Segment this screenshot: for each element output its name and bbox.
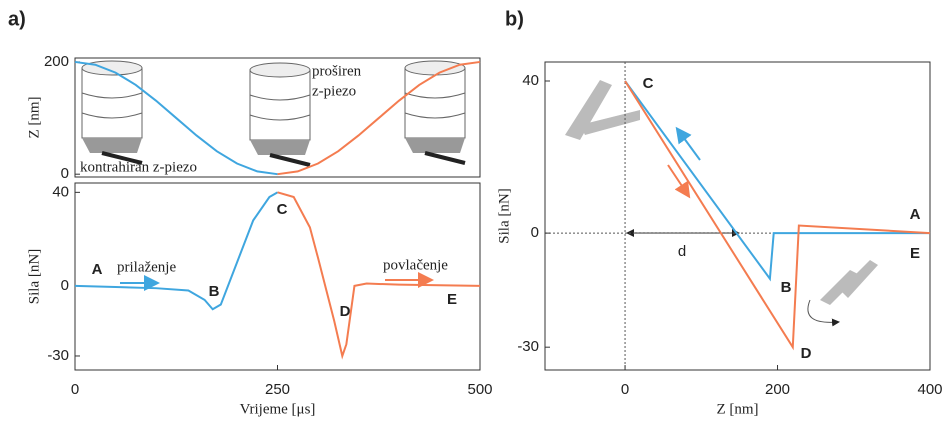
x-axis-label: Vrijeme [μs] (240, 401, 316, 417)
data-line (624, 80, 930, 282)
annotation: d (678, 243, 686, 260)
data-line (74, 60, 278, 176)
retract-arrow (667, 164, 691, 199)
annotation: E (910, 245, 920, 262)
cantilever-icon (820, 260, 878, 305)
piezo-icon (80, 59, 144, 165)
x-tick-label: 250 (265, 381, 290, 398)
x-tick-label: 500 (467, 381, 492, 398)
annotation: prilaženje (117, 259, 176, 275)
data-line (74, 191, 278, 311)
icons (80, 59, 878, 327)
y-tick-label: 40 (52, 183, 69, 200)
approach-arrow (675, 126, 701, 161)
annotation: z-piezo (312, 83, 356, 99)
annotation: A (910, 206, 921, 223)
cantilever-icon (565, 80, 640, 140)
piezo-icon (248, 61, 312, 167)
y-tick-label: 0 (61, 165, 69, 182)
annotation: B (781, 279, 792, 296)
panel-label: a) (8, 8, 26, 30)
annotation: D (340, 303, 351, 320)
y-tick-label: 0 (531, 224, 539, 241)
annotation: C (277, 201, 288, 218)
annotation: A (92, 261, 103, 278)
y-axis-label: Sila [nN] (496, 188, 512, 243)
panel-label: b) (505, 8, 524, 30)
y-tick-label: 200 (44, 53, 69, 70)
annotation: B (209, 283, 220, 300)
y-tick-label: 0 (61, 277, 69, 294)
plot-frame (544, 61, 931, 371)
annotation: C (643, 75, 654, 92)
rotation-arrow (807, 299, 840, 327)
y-axis-label: Sila [nN] (26, 249, 42, 304)
y-axis-label: Z [nm] (26, 96, 42, 138)
annotation: kontrahiran z-piezo (80, 159, 197, 175)
x-tick-label: 0 (71, 381, 79, 398)
data-line (277, 191, 481, 360)
x-axis-label: Z [nm] (716, 401, 758, 417)
annotation: proširen (312, 63, 362, 79)
annotation: E (447, 291, 457, 308)
data-line (624, 80, 931, 351)
annotation: D (801, 345, 812, 362)
x-tick-label: 200 (765, 381, 790, 398)
x-tick-label: 400 (917, 381, 942, 398)
data-line (277, 60, 481, 176)
y-tick-label: 40 (522, 72, 539, 89)
x-tick-label: 0 (621, 381, 629, 398)
y-tick-label: -30 (47, 347, 69, 364)
plot-frame (74, 57, 481, 178)
y-tick-label: -30 (517, 338, 539, 355)
annotation: povlačenje (383, 257, 448, 273)
